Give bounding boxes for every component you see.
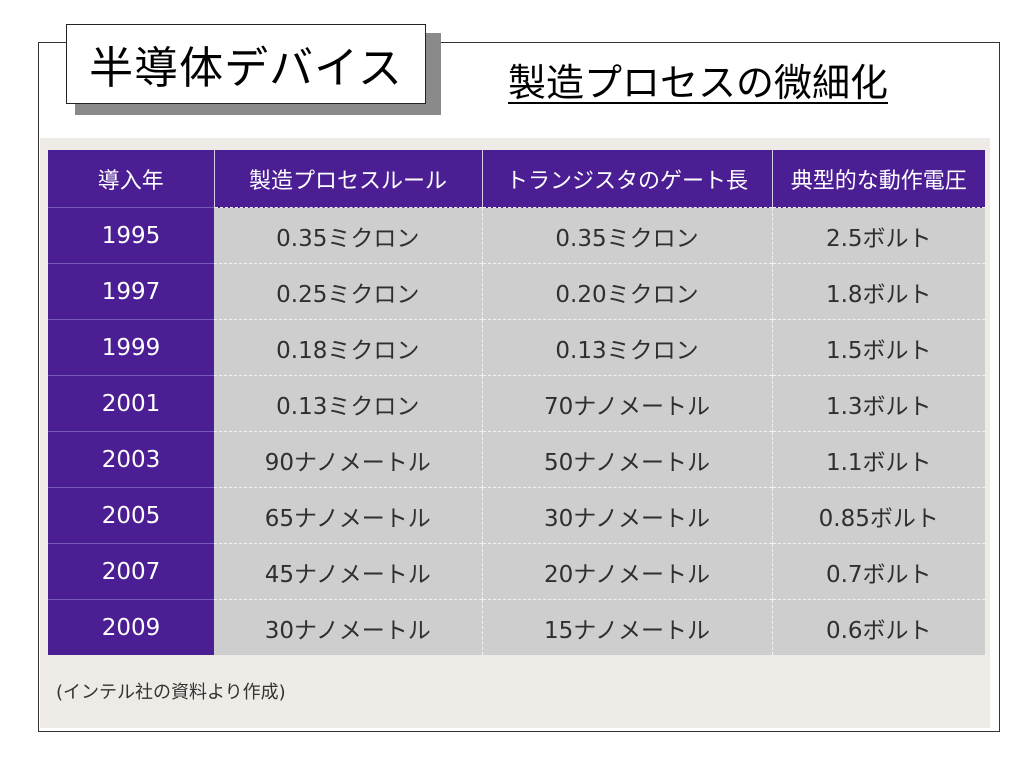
table-cell-process-rule: 0.35ミクロン (214, 207, 483, 264)
table-cell-process-rule: 0.25ミクロン (214, 263, 483, 320)
table-cell-process-rule: 45ナノメートル (214, 543, 483, 600)
table-cell-process-rule: 90ナノメートル (214, 431, 483, 488)
table-cell-year: 2009 (48, 599, 214, 655)
table-cell-voltage: 0.6ボルト (772, 599, 985, 655)
table-row: 2005 65ナノメートル 30ナノメートル 0.85ボルト (48, 487, 985, 544)
table-row: 2003 90ナノメートル 50ナノメートル 1.1ボルト (48, 431, 985, 488)
table-cell-voltage: 1.5ボルト (772, 319, 985, 376)
table-header-row: 導入年 製造プロセスルール トランジスタのゲート長 典型的な動作電圧 (48, 150, 985, 208)
table-cell-year: 2001 (48, 375, 214, 432)
table-row: 2001 0.13ミクロン 70ナノメートル 1.3ボルト (48, 375, 985, 432)
table-cell-process-rule: 0.13ミクロン (214, 375, 483, 432)
table-cell-gate-length: 20ナノメートル (482, 543, 773, 600)
table-cell-voltage: 1.1ボルト (772, 431, 985, 488)
slide-subtitle: 製造プロセスの微細化 (508, 61, 889, 105)
table-cell-gate-length: 0.35ミクロン (482, 207, 773, 264)
table-cell-year: 1995 (48, 207, 214, 264)
table-cell-process-rule: 30ナノメートル (214, 599, 483, 655)
slide-title: 半導体デバイス (66, 24, 426, 104)
table-cell-voltage: 0.85ボルト (772, 487, 985, 544)
table-cell-gate-length: 15ナノメートル (482, 599, 773, 655)
table-cell-year: 1999 (48, 319, 214, 376)
table-cell-process-rule: 0.18ミクロン (214, 319, 483, 376)
table-row: 2009 30ナノメートル 15ナノメートル 0.6ボルト (48, 599, 985, 655)
table-cell-voltage: 0.7ボルト (772, 543, 985, 600)
table-row: 1995 0.35ミクロン 0.35ミクロン 2.5ボルト (48, 207, 985, 264)
process-table-wrapper: 導入年 製造プロセスルール トランジスタのゲート長 典型的な動作電圧 1995 0.35… (48, 150, 985, 655)
table-cell-year: 2003 (48, 431, 214, 488)
table-cell-gate-length: 30ナノメートル (482, 487, 773, 544)
table-cell-voltage: 2.5ボルト (772, 207, 985, 264)
table-cell-year: 1997 (48, 263, 214, 320)
source-note: (インテル社の資料より作成) (56, 682, 286, 703)
table-cell-voltage: 1.3ボルト (772, 375, 985, 432)
table-row: 2007 45ナノメートル 20ナノメートル 0.7ボルト (48, 543, 985, 600)
table-cell-year: 2005 (48, 487, 214, 544)
table-row: 1997 0.25ミクロン 0.20ミクロン 1.8ボルト (48, 263, 985, 320)
table-cell-gate-length: 70ナノメートル (482, 375, 773, 432)
column-header-voltage: 典型的な動作電圧 (772, 150, 985, 208)
table-cell-year: 2007 (48, 543, 214, 600)
column-header-gate-length: トランジスタのゲート長 (482, 150, 773, 208)
table-cell-gate-length: 0.20ミクロン (482, 263, 773, 320)
column-header-process-rule: 製造プロセスルール (214, 150, 483, 208)
table-body: 1995 0.35ミクロン 0.35ミクロン 2.5ボルト 1997 0.25ミクロン 0.… (48, 207, 985, 655)
column-header-year: 導入年 (48, 150, 215, 208)
process-table: 導入年 製造プロセスルール トランジスタのゲート長 典型的な動作電圧 1995 0.35… (48, 150, 985, 655)
table-row: 1999 0.18ミクロン 0.13ミクロン 1.5ボルト (48, 319, 985, 376)
table-cell-gate-length: 50ナノメートル (482, 431, 773, 488)
table-cell-process-rule: 65ナノメートル (214, 487, 483, 544)
table-cell-gate-length: 0.13ミクロン (482, 319, 773, 376)
table-cell-voltage: 1.8ボルト (772, 263, 985, 320)
